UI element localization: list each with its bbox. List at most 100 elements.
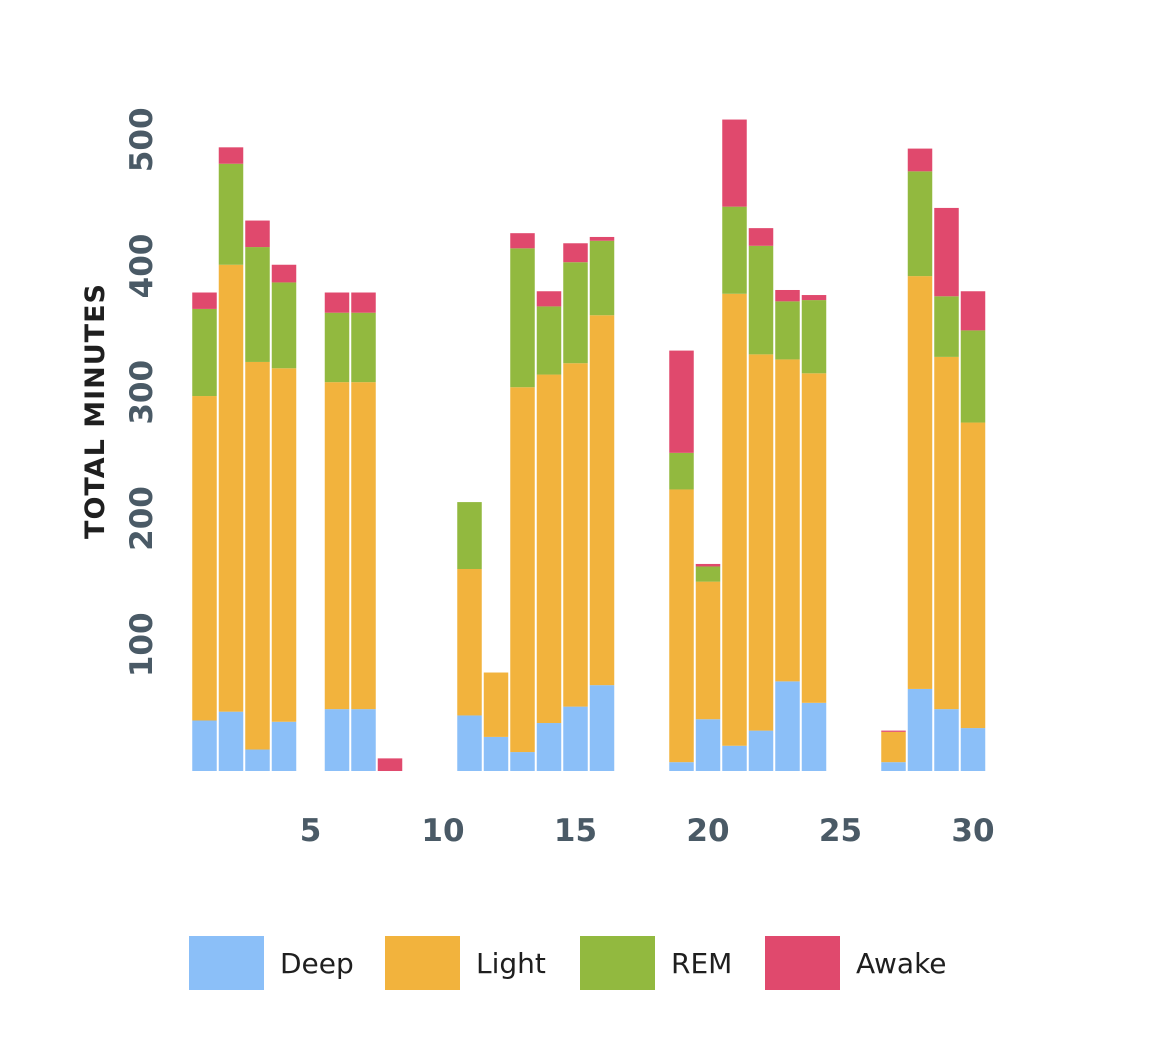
legend-label: Awake xyxy=(856,947,947,980)
bar-deep-day-12 xyxy=(483,736,509,771)
bar-light-day-3 xyxy=(245,361,270,750)
x-axis-ticks: 5 10 15 20 25 30 xyxy=(300,813,995,849)
legend-item-rem: REM xyxy=(580,936,732,990)
bar-awake-day-29 xyxy=(934,207,959,297)
bar-awake-day-1 xyxy=(192,292,217,309)
bar-awake-day-27 xyxy=(881,730,906,732)
bar-deep-day-28 xyxy=(907,688,933,771)
bar-light-day-22 xyxy=(748,354,774,731)
bar-deep-day-20 xyxy=(695,719,721,771)
bar-deep-day-30 xyxy=(960,728,986,771)
bar-deep-day-16 xyxy=(589,685,615,771)
bar-rem-day-24 xyxy=(801,300,827,374)
legend-label: Light xyxy=(476,947,546,980)
x-tick-label: 5 xyxy=(300,813,322,849)
bar-awake-day-19 xyxy=(669,350,694,453)
bar-deep-day-11 xyxy=(457,715,482,771)
bar-awake-day-7 xyxy=(351,292,376,313)
bar-light-day-13 xyxy=(510,387,535,753)
legend-label: Deep xyxy=(280,947,354,980)
bar-light-day-16 xyxy=(589,315,615,686)
bar-rem-day-23 xyxy=(775,301,800,360)
legend-item-awake: Awake xyxy=(765,936,947,990)
y-tick-label: 300 xyxy=(124,360,160,425)
x-tick-label: 10 xyxy=(421,813,464,849)
bar-awake-day-13 xyxy=(510,233,535,249)
legend-swatch xyxy=(189,936,264,990)
bar-awake-day-30 xyxy=(960,291,986,331)
bar-deep-day-29 xyxy=(934,709,959,771)
y-axis-ticks: 100 200 300 400 500 xyxy=(124,107,160,677)
bar-light-day-6 xyxy=(324,382,350,710)
bar-rem-day-22 xyxy=(748,245,774,355)
bar-rem-day-1 xyxy=(192,308,217,397)
y-tick-label: 500 xyxy=(124,107,160,172)
bar-light-day-29 xyxy=(934,356,959,710)
x-tick-label: 30 xyxy=(951,813,994,849)
bar-light-day-19 xyxy=(669,489,694,763)
bar-rem-day-3 xyxy=(245,247,270,362)
bar-awake-day-21 xyxy=(722,119,747,207)
bar-light-day-12 xyxy=(483,672,509,737)
bar-light-day-24 xyxy=(801,373,827,703)
bar-deep-day-21 xyxy=(722,745,747,771)
bar-awake-day-16 xyxy=(589,236,615,241)
bar-rem-day-28 xyxy=(907,171,933,277)
bar-rem-day-6 xyxy=(324,312,350,383)
bar-deep-day-13 xyxy=(510,752,535,771)
bar-awake-day-28 xyxy=(907,148,933,172)
y-axis-title: TOTAL MINUTES xyxy=(80,283,111,539)
bar-rem-day-30 xyxy=(960,330,986,423)
bars-group xyxy=(192,119,986,772)
bar-deep-day-23 xyxy=(775,681,800,771)
legend-swatch xyxy=(580,936,655,990)
y-tick-label: 400 xyxy=(124,234,160,299)
legend-label: REM xyxy=(671,947,732,980)
bar-deep-day-14 xyxy=(536,723,562,771)
bar-awake-day-2 xyxy=(218,147,244,164)
bar-awake-day-15 xyxy=(563,243,588,263)
bar-rem-day-20 xyxy=(695,566,721,582)
bar-rem-day-11 xyxy=(457,502,482,569)
bar-awake-day-24 xyxy=(801,295,827,301)
legend-item-light: Light xyxy=(385,936,546,990)
bar-awake-day-4 xyxy=(271,264,297,283)
bar-rem-day-4 xyxy=(271,282,297,369)
bar-deep-day-4 xyxy=(271,721,297,771)
bar-awake-day-6 xyxy=(324,292,350,313)
bar-deep-day-27 xyxy=(881,762,906,771)
bar-light-day-14 xyxy=(536,374,562,724)
y-tick-label: 200 xyxy=(124,486,160,551)
bar-awake-day-14 xyxy=(536,291,562,307)
legend-swatch xyxy=(765,936,840,990)
bar-deep-day-2 xyxy=(218,711,244,771)
bar-deep-day-19 xyxy=(669,762,694,771)
bar-awake-day-22 xyxy=(748,228,774,246)
bar-light-day-2 xyxy=(218,264,244,712)
x-tick-label: 15 xyxy=(554,813,597,849)
bar-deep-day-22 xyxy=(748,730,774,771)
bar-awake-day-20 xyxy=(695,563,721,567)
bar-light-day-11 xyxy=(457,569,482,716)
bar-light-day-23 xyxy=(775,359,800,682)
bar-light-day-21 xyxy=(722,293,747,746)
bar-rem-day-21 xyxy=(722,206,747,294)
legend-swatch xyxy=(385,936,460,990)
legend-item-deep: Deep xyxy=(189,936,354,990)
bar-light-day-1 xyxy=(192,396,217,721)
bar-awake-day-3 xyxy=(245,220,270,248)
legend: Deep Light REM Awake xyxy=(189,936,947,990)
bar-rem-day-15 xyxy=(563,262,588,364)
bar-rem-day-29 xyxy=(934,296,959,357)
bar-light-day-27 xyxy=(881,731,906,763)
bar-deep-day-24 xyxy=(801,702,827,771)
bar-deep-day-3 xyxy=(245,749,270,771)
bar-rem-day-7 xyxy=(351,312,376,383)
bar-light-day-30 xyxy=(960,422,986,729)
bar-rem-day-13 xyxy=(510,248,535,388)
bar-deep-day-15 xyxy=(563,706,588,771)
bar-deep-day-6 xyxy=(324,709,350,771)
bar-deep-day-1 xyxy=(192,720,217,771)
bar-awake-day-23 xyxy=(775,289,800,302)
